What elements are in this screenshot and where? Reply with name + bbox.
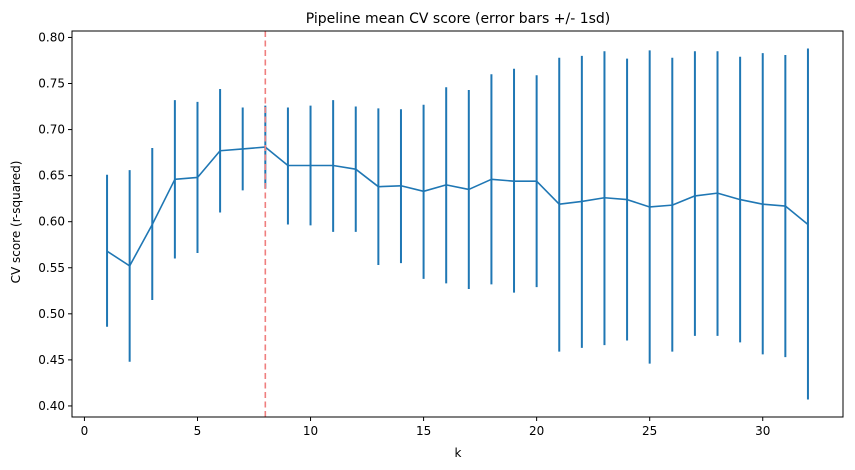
x-tick-label: 15: [416, 424, 431, 438]
y-tick-label: 0.75: [38, 77, 65, 91]
y-tick-label: 0.55: [38, 261, 65, 275]
chart-title: Pipeline mean CV score (error bars +/- 1…: [306, 11, 611, 27]
y-tick-label: 0.70: [38, 123, 65, 137]
y-axis-title: CV score (r-squared): [9, 161, 23, 284]
y-tick-label: 0.40: [38, 399, 65, 413]
mean-score-line: [106, 146, 809, 267]
x-tick-label: 20: [529, 424, 544, 438]
y-tick-label: 0.50: [38, 307, 65, 321]
y-tick-label: 0.65: [38, 169, 65, 183]
plot-frame: [71, 30, 844, 418]
y-tick-label: 0.80: [38, 30, 65, 44]
plot-area: [106, 31, 809, 417]
x-axis-title: k: [455, 446, 462, 460]
x-tick-label: 30: [755, 424, 770, 438]
y-tick-label: 0.60: [38, 215, 65, 229]
axes: 0 5 10 15 20 25 30 0.40 0.45 0.50 0.55 0.60 0.65 0.70…: [38, 30, 844, 438]
x-tick-label: 10: [303, 424, 318, 438]
y-tick-label: 0.45: [38, 353, 65, 367]
x-tick-label: 25: [642, 424, 657, 438]
x-tick-label: 0: [81, 424, 89, 438]
x-tick-label: 5: [194, 424, 202, 438]
